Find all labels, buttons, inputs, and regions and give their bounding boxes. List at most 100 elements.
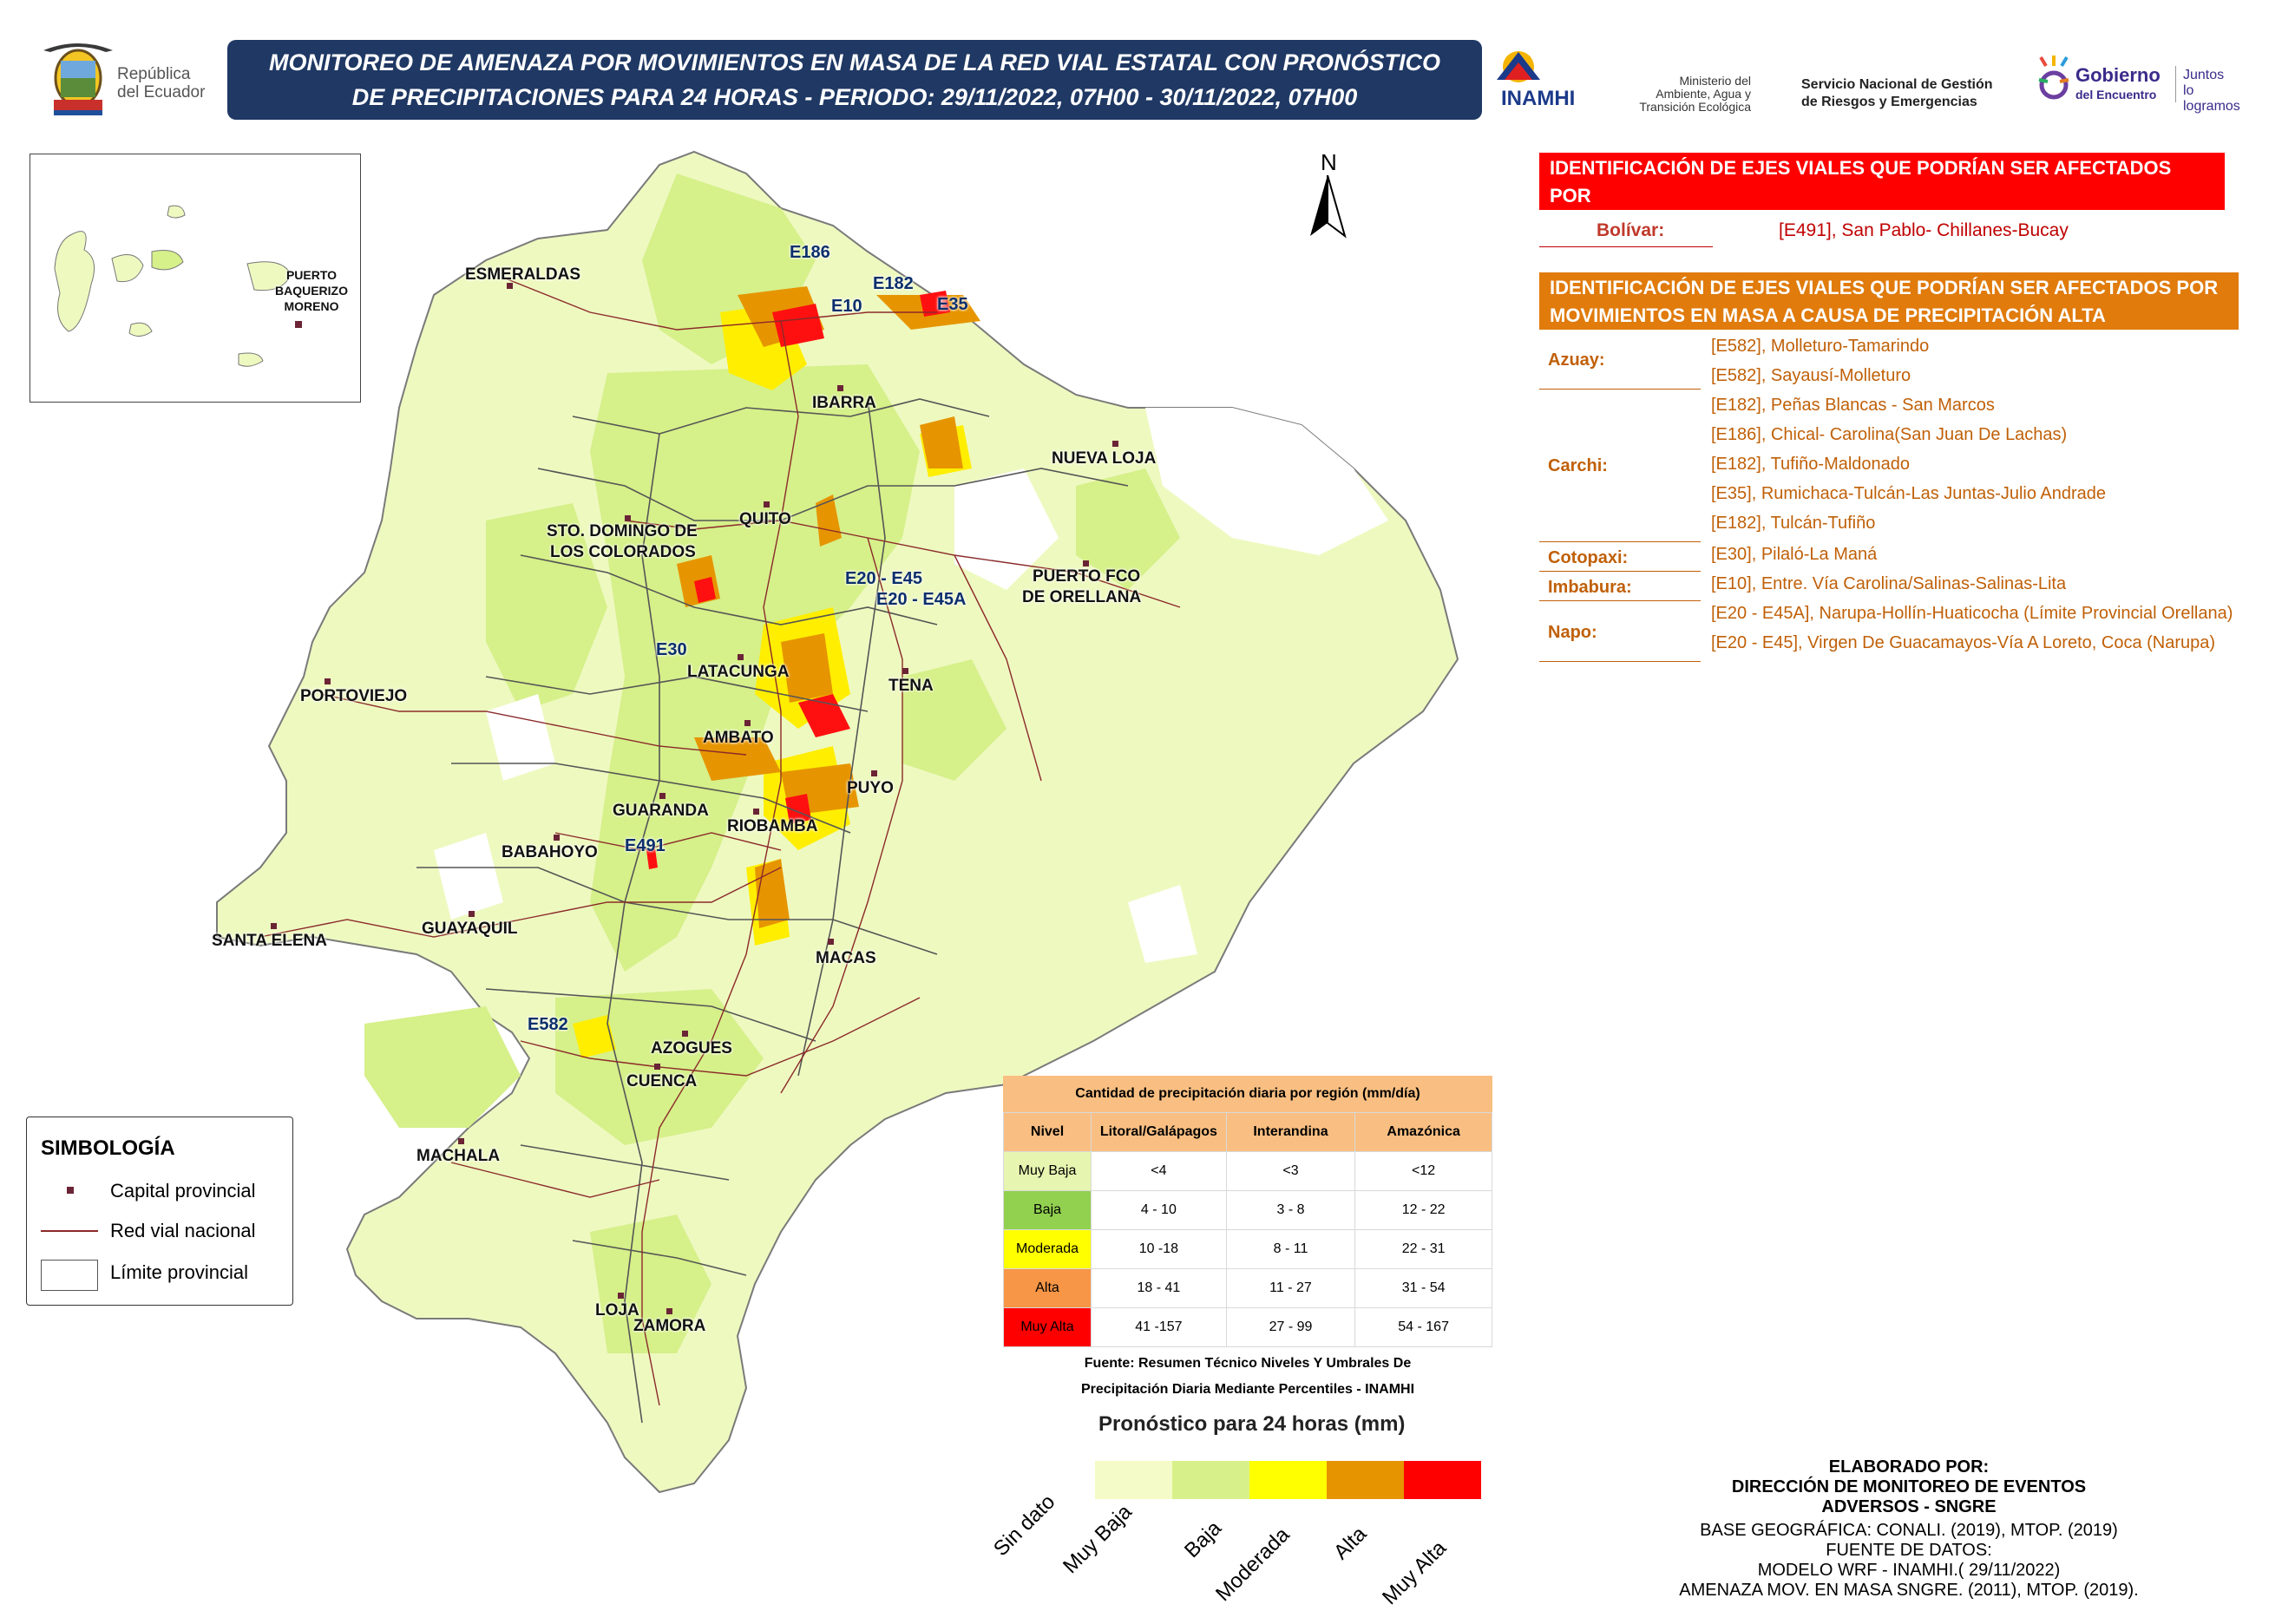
- nivel-cell: Baja: [1002, 1190, 1092, 1230]
- table-header-interandina: Interandina: [1225, 1112, 1356, 1152]
- city-latacunga: LATACUNGA: [687, 663, 790, 681]
- alta-route-4: [E186], Chical- Carolina(San Juan De Lac…: [1711, 425, 2068, 444]
- muy-alta-province: Bolívar:: [1597, 220, 1665, 240]
- title-line-2: DE PRECIPITACIONES PARA 24 HORAS - PERIO…: [351, 84, 1358, 110]
- credits-line-3: ADVERSOS - SNGRE: [1821, 1497, 1997, 1516]
- credits-block: ELABORADO POR: DIRECCIÓN DE MONITOREO DE…: [1649, 1457, 2169, 1601]
- city-cuenca: CUENCA: [626, 1072, 698, 1090]
- nivel-cell: Moderada: [1002, 1229, 1092, 1269]
- muy-alta-header-line-2: MOVIMIENTOS EN MASA A CAUSA DE PRECIPITA…: [1550, 213, 2154, 234]
- gobierno-emblem-icon: [2038, 56, 2069, 100]
- table-header-amazonica: Amazónica: [1354, 1112, 1492, 1152]
- republica-logo: República del Ecuador: [35, 35, 217, 121]
- credits-line-7: AMENAZA MOV. EN MASA SNGRE. (2011), MTOP…: [1679, 1581, 2139, 1600]
- inamhi-text: INAMHI: [1501, 87, 1576, 110]
- alta-header-line-2: MOVIMIENTOS EN MASA A CAUSA DE PRECIPITA…: [1550, 304, 2106, 326]
- sin-dato-areas: [434, 408, 1388, 963]
- sngre-text-2: de Riesgos y Emergencias: [1801, 95, 1977, 109]
- alta-header: IDENTIFICACIÓN DE EJES VIALES QUE PODRÍA…: [1539, 272, 2239, 330]
- table-row: Muy Baja <4 <3 <12: [1002, 1151, 1492, 1191]
- republica-text-1: República: [117, 65, 191, 83]
- litoral-cell: 18 - 41: [1091, 1268, 1227, 1308]
- muy-alta-route: [E491], San Pablo- Chillanes-Bucay: [1779, 220, 2069, 240]
- city-macas: MACAS: [816, 949, 876, 967]
- alta-route-11: [E20 - E45], Virgen De Guacamayos-Vía A …: [1711, 633, 2216, 652]
- city-riobamba: RIOBAMBA: [727, 817, 818, 835]
- scale-swatch-muy-baja: [1095, 1461, 1172, 1499]
- city-babahoyo: BABAHOYO: [502, 843, 598, 861]
- gobierno-text-1: Gobierno: [2075, 64, 2161, 86]
- muy-alta-header: IDENTIFICACIÓN DE EJES VIALES QUE PODRÍA…: [1539, 153, 2225, 234]
- page-title: MONITOREO DE AMENAZA POR MOVIMIENTOS EN …: [227, 40, 1482, 120]
- alta-province-cotopaxi: Cotopaxi:: [1548, 548, 1629, 567]
- interandina-cell: 3 - 8: [1225, 1190, 1356, 1230]
- amazonica-cell: 22 - 31: [1354, 1229, 1492, 1269]
- juntos-text-1: Juntos: [2183, 68, 2225, 82]
- alta-route-2: [E582], Sayausí-Molleturo: [1711, 366, 1911, 385]
- alta-province-azuay: Azuay:: [1548, 350, 1605, 370]
- north-arrow-icon: [1310, 175, 1347, 239]
- litoral-cell: 41 -157: [1091, 1307, 1227, 1347]
- alta-route-1: [E582], Molleturo-Tamarindo: [1711, 337, 1930, 356]
- scale-title: Pronóstico para 24 horas (mm): [1098, 1412, 1406, 1436]
- table-row: Alta 18 - 41 11 - 27 31 - 54: [1002, 1268, 1492, 1308]
- ministerio-text-1: Ministerio del: [1679, 74, 1751, 88]
- ministerio-text-2: Ambiente, Agua y: [1656, 87, 1751, 101]
- alta-route-6: [E35], Rumichaca-Tulcán-Las Juntas-Julio…: [1711, 484, 2107, 503]
- table-header-litoral: Litoral/Galápagos: [1091, 1112, 1227, 1152]
- table-header-nivel: Nivel: [1002, 1112, 1092, 1152]
- credits-line-1: ELABORADO POR:: [1828, 1457, 1990, 1477]
- table-row: Muy Alta 41 -157 27 - 99 54 - 167: [1002, 1307, 1492, 1347]
- amenaza-muy-alta: [646, 291, 950, 869]
- title-line-1: MONITOREO DE AMENAZA POR MOVIMIENTOS EN …: [268, 49, 1441, 75]
- capital-marker-icon: [295, 321, 302, 328]
- city-quito: QUITO: [739, 510, 791, 528]
- north-arrow: N: [1302, 149, 1354, 253]
- alta-route-9: [E10], Entre. Vía Carolina/Salinas-Salin…: [1711, 574, 2067, 593]
- city-guayaquil: GUAYAQUIL: [422, 920, 518, 938]
- alta-header-line-1: IDENTIFICACIÓN DE EJES VIALES QUE PODRÍA…: [1550, 277, 2219, 298]
- city-loja: LOJA: [595, 1301, 639, 1320]
- muy-alta-header-line-1: IDENTIFICACIÓN DE EJES VIALES QUE PODRÍA…: [1550, 157, 2172, 206]
- road-label-e35: E35: [937, 295, 968, 314]
- city-nueva-loja: NUEVA LOJA: [1052, 449, 1157, 468]
- amazonica-cell: <12: [1354, 1151, 1492, 1191]
- republica-text-2: del Ecuador: [117, 83, 206, 102]
- ministerio-logo: Ministerio del Ambiente, Agua y Transici…: [1612, 75, 1751, 114]
- city-sto-domingo-2: LOS COLORADOS: [550, 543, 696, 561]
- interandina-cell: 11 - 27: [1225, 1268, 1356, 1308]
- city-tena: TENA: [888, 677, 934, 695]
- galapagos-islands: [54, 205, 302, 367]
- table-row: Moderada 10 -18 8 - 11 22 - 31: [1002, 1229, 1492, 1269]
- city-zamora: ZAMORA: [633, 1317, 706, 1335]
- ministerio-text-3: Transición Ecológica: [1639, 100, 1751, 114]
- city-machala: MACHALA: [416, 1147, 501, 1165]
- litoral-cell: 10 -18: [1091, 1229, 1227, 1269]
- road-label-e10: E10: [831, 297, 862, 316]
- scale-swatch-muy-alta: [1404, 1461, 1481, 1499]
- nivel-cell: Alta: [1002, 1268, 1092, 1308]
- puerto-baquerizo-label: PUERTO BAQUERIZO MORENO: [275, 268, 348, 313]
- legend-road: Red vial nacional: [110, 1220, 256, 1241]
- table-source-line-1: Fuente: Resumen Técnico Niveles Y Umbral…: [1084, 1356, 1412, 1371]
- color-scale: [1095, 1461, 1481, 1499]
- legend-boundary: Límite provincial: [110, 1261, 248, 1283]
- road-label-e20-e45: E20 - E45: [845, 569, 922, 588]
- boundary-box-icon: [41, 1260, 98, 1291]
- scale-swatch-moderada: [1249, 1461, 1327, 1499]
- capital-markers: [271, 283, 1118, 1314]
- alta-route-7: [E182], Tulcán-Tufiño: [1711, 514, 1876, 533]
- alta-route-8: [E30], Pilaló-La Maná: [1711, 545, 1878, 564]
- amazonica-cell: 54 - 167: [1354, 1307, 1492, 1347]
- road-label-e186: E186: [790, 243, 830, 262]
- credits-line-5: FUENTE DE DATOS:: [1826, 1541, 1992, 1560]
- galapagos-inset: PUERTO BAQUERIZO MORENO: [30, 154, 361, 403]
- table-title: Cantidad de precipitación diaria por reg…: [1003, 1076, 1492, 1112]
- symbology-legend: SIMBOLOGÍA Capital provincial Red vial n…: [26, 1116, 293, 1306]
- alta-route-3: [E182], Peñas Blancas - San Marcos: [1711, 396, 1995, 415]
- north-label: N: [1321, 149, 1337, 175]
- legend-capital: Capital provincial: [110, 1180, 256, 1202]
- alta-route-10: [E20 - E45A], Narupa-Hollín-Huaticocha (…: [1711, 604, 2233, 623]
- city-azogues: AZOGUES: [651, 1039, 732, 1058]
- road-label-e582: E582: [528, 1015, 568, 1034]
